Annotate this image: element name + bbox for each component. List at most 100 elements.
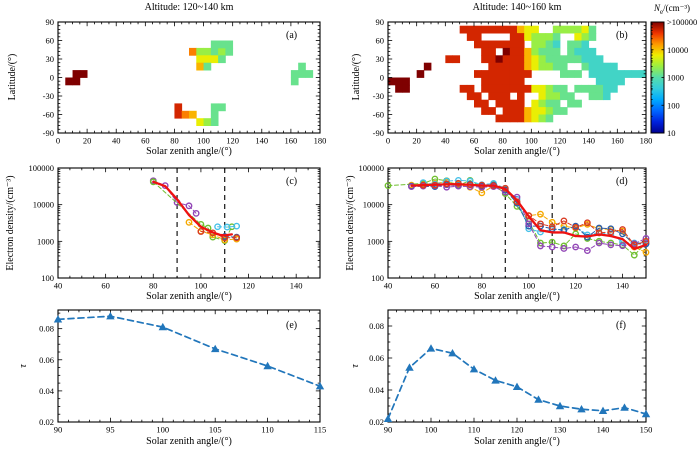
svg-text:80: 80 [149, 281, 158, 291]
svg-text:1000: 1000 [667, 73, 684, 83]
panel-a-title: Altitude: 120~140 km [144, 2, 234, 13]
svg-text:90: 90 [376, 17, 385, 27]
svg-text:1000: 1000 [37, 236, 54, 246]
svg-text:0.04: 0.04 [369, 385, 385, 395]
panel-d-letter: (d) [616, 176, 628, 187]
panel-b-plot: 0 20 40 60 80 100 120 140 160 180 90 60 30 0 -30 -60 -90 [373, 17, 653, 146]
svg-text:60: 60 [46, 36, 55, 46]
panel-a-plot: 0 20 40 60 80 100 120 140 160 180 90 60 30 0 -30 -60 -90 [43, 17, 327, 146]
svg-text:10000: 10000 [363, 200, 384, 210]
svg-text:100: 100 [197, 136, 210, 146]
svg-text:115: 115 [314, 425, 326, 435]
svg-text:-90: -90 [373, 128, 384, 138]
svg-text:100: 100 [195, 281, 208, 291]
svg-text:180: 180 [640, 136, 653, 146]
svg-text:140: 140 [597, 425, 610, 435]
svg-text:0: 0 [50, 73, 54, 83]
colorbar-title-symbol: N [653, 3, 660, 13]
svg-text:120: 120 [242, 281, 255, 291]
svg-text:0.02: 0.02 [39, 417, 54, 427]
svg-text:120: 120 [569, 281, 582, 291]
svg-text:0.08: 0.08 [39, 324, 54, 334]
svg-text:10000: 10000 [667, 45, 688, 55]
panel-e-plot: 90 95 100 105 110 115 0.02 0.04 0.06 0.08 [39, 309, 326, 435]
svg-text:80: 80 [170, 136, 179, 146]
svg-text:100: 100 [156, 425, 169, 435]
svg-text:140: 140 [255, 136, 268, 146]
svg-text:0.04: 0.04 [39, 386, 55, 396]
panel-e-xlabel: Solar zenith angle/(°) [146, 436, 232, 447]
svg-text:130: 130 [554, 425, 567, 435]
panel-c-xlabel: Solar zenith angle/(°) [146, 291, 232, 302]
panel-e-ylabel: τ [18, 364, 29, 368]
panel-b-xlabel: Solar zenith angle/(°) [474, 146, 560, 157]
svg-text:160: 160 [285, 136, 298, 146]
panel-f-letter: (f) [616, 320, 626, 331]
svg-text:40: 40 [54, 281, 63, 291]
svg-text:120: 120 [554, 136, 567, 146]
svg-text:80: 80 [478, 281, 487, 291]
svg-text:20: 20 [412, 136, 421, 146]
svg-text:100000: 100000 [29, 163, 55, 173]
svg-text:10000: 10000 [33, 200, 54, 210]
panel-b-title: Altitude: 140~160 km [472, 2, 562, 13]
svg-text:-60: -60 [43, 110, 54, 120]
svg-text:>100000: >100000 [667, 17, 697, 27]
svg-text:40: 40 [384, 281, 393, 291]
panel-c-plot: 40 60 80 100 120 140 100 1000 10000 100000 [29, 163, 321, 291]
panel-a-xlabel: Solar zenith angle/(°) [146, 146, 232, 157]
svg-text:105: 105 [209, 425, 222, 435]
panel-f-ylabel: τ [350, 364, 361, 368]
svg-text:0.06: 0.06 [39, 355, 54, 365]
panel-f-xlabel: Solar zenith angle/(°) [474, 436, 560, 447]
svg-text:100: 100 [41, 273, 54, 283]
svg-text:60: 60 [376, 36, 385, 46]
svg-text:0.02: 0.02 [369, 417, 384, 427]
colorbar-title: Ne/(cm⁻³) [644, 3, 700, 18]
panel-d-ylabel: Electron density/(cm⁻³) [345, 175, 356, 271]
svg-text:110: 110 [261, 425, 273, 435]
svg-text:110: 110 [468, 425, 480, 435]
svg-text:60: 60 [470, 136, 479, 146]
svg-text:-90: -90 [43, 128, 54, 138]
svg-text:-60: -60 [373, 110, 384, 120]
svg-text:40: 40 [441, 136, 450, 146]
svg-text:100: 100 [522, 281, 535, 291]
svg-text:90: 90 [46, 17, 55, 27]
svg-text:30: 30 [376, 54, 385, 64]
svg-text:100: 100 [667, 100, 680, 110]
svg-text:0: 0 [380, 73, 384, 83]
svg-text:100: 100 [425, 425, 438, 435]
panel-f-plot: 90 100 110 120 130 140 150 0.02 0.04 0.06 0.08 [369, 309, 653, 435]
svg-text:150: 150 [640, 425, 653, 435]
svg-text:60: 60 [101, 281, 110, 291]
panel-c-ylabel: Electron density/(cm⁻³) [5, 175, 16, 271]
svg-text:140: 140 [616, 281, 629, 291]
panel-e-letter: (e) [286, 320, 298, 331]
svg-text:100: 100 [371, 273, 384, 283]
panel-a-ylabel: Latitude/(°) [7, 53, 18, 101]
svg-text:100: 100 [525, 136, 538, 146]
svg-text:140: 140 [582, 136, 595, 146]
svg-text:95: 95 [106, 425, 115, 435]
panel-c-letter: (c) [286, 176, 298, 187]
svg-text:40: 40 [112, 136, 121, 146]
svg-text:140: 140 [290, 281, 303, 291]
svg-text:1000: 1000 [367, 236, 384, 246]
svg-text:30: 30 [46, 54, 55, 64]
svg-text:90: 90 [384, 425, 393, 435]
svg-text:90: 90 [54, 425, 63, 435]
svg-text:180: 180 [314, 136, 327, 146]
svg-text:160: 160 [611, 136, 624, 146]
svg-text:-30: -30 [43, 91, 54, 101]
svg-text:20: 20 [83, 136, 92, 146]
panel-b-letter: (b) [616, 30, 628, 41]
svg-text:0: 0 [386, 136, 390, 146]
colorbar: >100000 10000 1000 100 10 [650, 17, 697, 138]
svg-text:100000: 100000 [359, 163, 385, 173]
colorbar-title-unit: /(cm⁻³) [663, 3, 691, 13]
svg-text:60: 60 [141, 136, 150, 146]
svg-text:-30: -30 [373, 91, 384, 101]
